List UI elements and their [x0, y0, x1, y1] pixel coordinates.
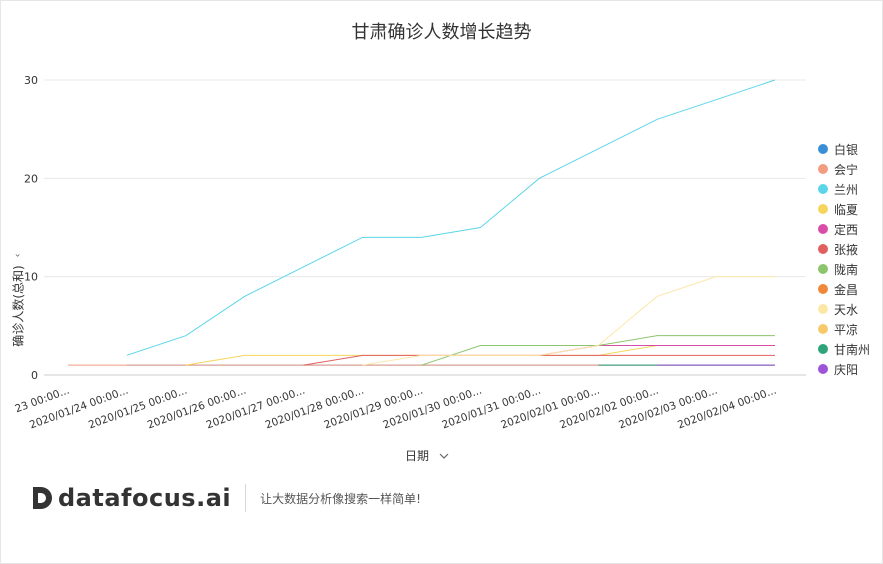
y-tick-label: 10: [24, 271, 38, 284]
x-tick-label: 2020/02/01 00:00...: [499, 385, 601, 432]
x-tick-label: 2020/01/28 00:00...: [264, 385, 366, 432]
legend-marker: [818, 144, 828, 154]
legend-marker: [818, 364, 828, 374]
legend-item[interactable]: 定西: [818, 219, 870, 239]
chevron-down-icon[interactable]: ‹: [12, 253, 24, 258]
legend-label: 临夏: [834, 202, 859, 217]
legend-item[interactable]: 甘南州: [818, 339, 870, 359]
y-tick-label: 20: [24, 172, 38, 185]
x-axis-label-text: 日期: [405, 449, 430, 463]
chart-legend: 白银会宁兰州临夏定西张掖陇南金昌天水平凉甘南州庆阳: [818, 139, 870, 379]
legend-label: 天水: [834, 302, 859, 317]
legend-label: 兰州: [834, 182, 859, 197]
x-tick-label: 2020/02/04 00:00...: [676, 385, 778, 432]
chevron-down-icon[interactable]: [439, 453, 449, 459]
legend-marker: [818, 224, 828, 234]
y-tick-label: 30: [24, 74, 38, 87]
series-line: [362, 276, 775, 366]
legend-label: 张掖: [834, 242, 859, 257]
legend-label: 庆阳: [834, 362, 859, 377]
legend-label: 陇南: [834, 262, 859, 277]
x-tick-label: 2020/01/31 00:00...: [440, 385, 542, 432]
legend-label: 定西: [834, 222, 859, 237]
legend-item[interactable]: 白银: [818, 139, 870, 159]
brand-slogan: 让大数据分析像搜索一样简单!: [260, 491, 421, 506]
x-tick-label: 2020/01/29 00:00...: [323, 385, 425, 432]
legend-marker: [818, 184, 828, 194]
legend-item[interactable]: 天水: [818, 299, 870, 319]
legend-label: 平凉: [834, 322, 859, 337]
legend-item[interactable]: 平凉: [818, 319, 870, 339]
legend-item[interactable]: 张掖: [818, 239, 870, 259]
brand-divider: [245, 484, 247, 512]
y-axis-label[interactable]: 确诊人数(总和) ‹: [10, 253, 27, 346]
y-tick-label: 0: [31, 369, 38, 382]
legend-marker: [818, 204, 828, 214]
legend-marker: [818, 164, 828, 174]
brand-name: datafocus.ai: [58, 484, 232, 512]
legend-label: 金昌: [834, 282, 859, 297]
legend-item[interactable]: 临夏: [818, 199, 870, 219]
series-line: [421, 335, 775, 366]
x-tick-label: 2020/01/26 00:00...: [146, 385, 248, 432]
legend-marker: [818, 284, 828, 294]
legend-marker: [818, 344, 828, 354]
legend-marker: [818, 244, 828, 254]
x-tick-label: 2020/01/25 00:00...: [87, 385, 189, 432]
legend-label: 会宁: [834, 162, 859, 177]
y-axis-label-text: 确诊人数(总和): [11, 265, 26, 347]
legend-marker: [818, 264, 828, 274]
x-tick-label: 2020/01/27 00:00...: [205, 385, 307, 432]
legend-label: 甘南州: [834, 342, 871, 357]
x-axis-label[interactable]: 日期: [405, 447, 449, 464]
legend-label: 白银: [834, 142, 859, 157]
x-tick-label: 2020/02/02 00:00...: [558, 385, 660, 432]
chart-title: 甘肃确诊人数增长趋势: [351, 22, 532, 43]
legend-item[interactable]: 兰州: [818, 179, 870, 199]
x-tick-label: 2020/01/30 00:00...: [381, 385, 483, 432]
legend-item[interactable]: 庆阳: [818, 359, 870, 379]
legend-item[interactable]: 陇南: [818, 259, 870, 279]
legend-marker: [818, 304, 828, 314]
brand-footer: datafocus.ai 让大数据分析像搜索一样简单!: [30, 484, 421, 512]
x-tick-label: 2020/01/24 00:00...: [28, 385, 130, 432]
x-tick-label: 2020/02/03 00:00...: [617, 385, 719, 432]
series-line: [126, 79, 776, 356]
legend-marker: [818, 324, 828, 334]
legend-item[interactable]: 金昌: [818, 279, 870, 299]
legend-item[interactable]: 会宁: [818, 159, 870, 179]
series-line: [539, 345, 775, 356]
datafocus-logo-icon: [33, 487, 52, 509]
